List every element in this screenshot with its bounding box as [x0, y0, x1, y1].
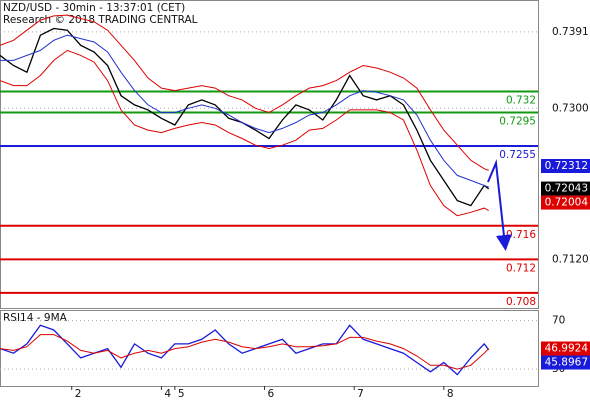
price-tag-label: 0.72043 — [545, 183, 588, 195]
level-label: 0.7295 — [499, 115, 536, 127]
x-tick-label: 5 — [178, 388, 185, 400]
series-line — [0, 34, 489, 188]
level-label: 0.708 — [506, 296, 536, 308]
level-label: 0.712 — [506, 262, 536, 274]
x-tick-label: 4 — [164, 388, 171, 400]
price-tag-label: 45.8967 — [545, 357, 588, 369]
rsi-title: RSI14 - 9MA — [3, 312, 68, 324]
forecast-arrow — [487, 159, 512, 251]
price-tag — [541, 159, 590, 174]
series-line — [0, 49, 489, 217]
y-tick-label: 0.7391 — [552, 26, 589, 38]
x-tick-label: 8 — [447, 388, 454, 400]
series-line — [0, 14, 489, 171]
level-label: 0.7255 — [499, 149, 536, 161]
price-tag-label: 0.72004 — [545, 197, 589, 209]
chart-subtitle: Research © 2018 TRADING CENTRAL — [3, 14, 198, 26]
series-line — [0, 324, 490, 376]
price-tag — [541, 355, 590, 370]
series-line — [0, 334, 490, 370]
price-tag — [541, 181, 590, 196]
price-tag-label: 0.72312 — [545, 160, 588, 172]
y-tick-label: 0.7120 — [552, 253, 589, 265]
x-tick-label: 2 — [75, 388, 82, 400]
price-frame — [0, 0, 539, 309]
chart-title: NZD/USD - 30min - 13:37:01 (CET) — [3, 2, 185, 14]
price-tag — [541, 195, 590, 210]
level-label: 0.716 — [506, 229, 536, 241]
price-tag-label: 46.9924 — [545, 343, 589, 355]
level-label: 0.732 — [506, 94, 536, 106]
y-tick-label: 0.7300 — [552, 102, 589, 114]
series-line — [0, 27, 490, 207]
rsi-frame — [0, 310, 539, 387]
x-tick-label: 7 — [357, 388, 364, 400]
price-tag — [541, 341, 590, 356]
x-tick-label: 6 — [268, 388, 275, 400]
y-tick-label: 70 — [552, 315, 565, 327]
